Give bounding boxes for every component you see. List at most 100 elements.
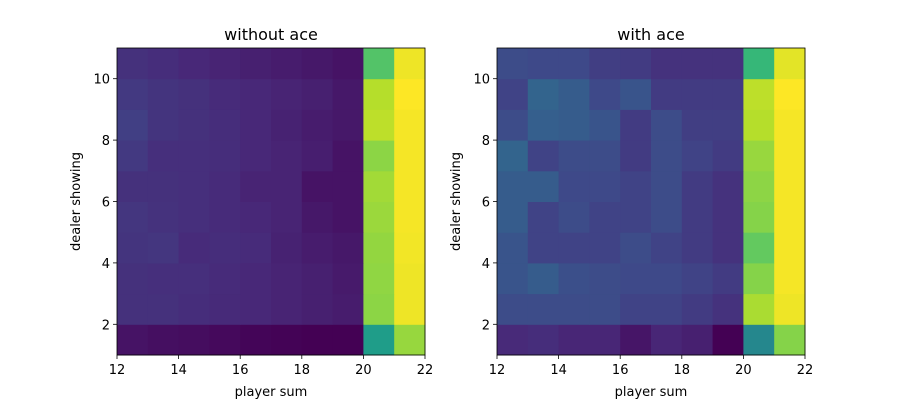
heat-cell	[497, 262, 529, 295]
heat-cell	[271, 324, 303, 356]
heat-cell	[527, 324, 560, 356]
heat-cell	[178, 140, 210, 172]
heat-cell	[712, 262, 744, 295]
heat-cell	[712, 170, 744, 202]
heat-cell	[681, 293, 714, 325]
chart-title: without ace	[224, 25, 318, 44]
heat-cell	[651, 78, 683, 110]
heat-cell	[558, 201, 590, 233]
x-axis-label: player sum	[615, 385, 688, 400]
heat-cell	[363, 232, 395, 264]
heat-cell	[558, 170, 590, 202]
heat-cell	[620, 262, 652, 295]
y-tick-label: 4	[102, 257, 110, 272]
heat-cell	[743, 78, 775, 110]
heat-cell	[147, 324, 180, 356]
heat-cell	[301, 232, 334, 264]
heat-cell	[774, 232, 806, 264]
heat-cell	[651, 201, 683, 233]
heat-cell	[712, 324, 744, 356]
heat-cell	[332, 78, 364, 110]
heat-cell	[332, 109, 364, 141]
heat-cell	[712, 48, 744, 80]
heat-cell	[651, 262, 683, 295]
y-tick-label: 10	[93, 73, 110, 88]
heat-cell	[774, 78, 806, 110]
heat-cell	[774, 170, 806, 202]
heat-cell	[589, 48, 621, 80]
heat-cell	[620, 140, 652, 172]
heat-cell	[147, 78, 180, 110]
heat-cell	[301, 262, 334, 295]
heat-cell	[209, 78, 241, 110]
heat-cell	[394, 48, 426, 80]
heat-cell	[301, 293, 334, 325]
heat-cell	[712, 293, 744, 325]
heat-cell	[774, 109, 806, 141]
heat-cell	[332, 201, 364, 233]
heat-cell	[271, 293, 303, 325]
heat-cell	[589, 262, 621, 295]
heat-cell	[774, 140, 806, 172]
heat-cell	[743, 48, 775, 80]
heat-cell	[527, 201, 560, 233]
heat-cell	[301, 201, 334, 233]
heat-cell	[527, 170, 560, 202]
heat-cell	[620, 78, 652, 110]
heat-cell	[743, 262, 775, 295]
heat-cell	[620, 48, 652, 80]
x-tick-label: 14	[550, 363, 567, 378]
heat-cell	[117, 140, 149, 172]
y-tick-label: 2	[102, 318, 110, 333]
heat-cell	[743, 324, 775, 356]
heat-cell	[527, 78, 560, 110]
heat-cell	[209, 140, 241, 172]
heat-cell	[363, 140, 395, 172]
heat-cell	[527, 109, 560, 141]
heat-cell	[301, 109, 334, 141]
heat-cell	[527, 140, 560, 172]
heat-cell	[620, 109, 652, 141]
heat-cell	[363, 293, 395, 325]
heat-cell	[147, 170, 180, 202]
heat-cell	[178, 232, 210, 264]
x-tick-label: 18	[674, 363, 691, 378]
heat-cell	[394, 170, 426, 202]
heat-cell	[209, 201, 241, 233]
heat-cell	[240, 232, 272, 264]
heat-cell	[651, 324, 683, 356]
heat-cell	[363, 78, 395, 110]
heat-cell	[743, 201, 775, 233]
heat-cell	[558, 232, 590, 264]
heat-cell	[147, 232, 180, 264]
heat-cell	[527, 232, 560, 264]
heat-cell	[394, 78, 426, 110]
heat-cell	[589, 140, 621, 172]
heat-cell	[681, 201, 714, 233]
heat-cell	[394, 262, 426, 295]
heat-cell	[117, 201, 149, 233]
heat-cell	[271, 109, 303, 141]
heat-cell	[620, 170, 652, 202]
heat-cell	[527, 48, 560, 80]
heat-cell	[558, 324, 590, 356]
heat-cell	[209, 293, 241, 325]
heat-cell	[681, 109, 714, 141]
heat-cell	[363, 109, 395, 141]
heat-cell	[558, 48, 590, 80]
heat-cell	[651, 232, 683, 264]
heat-cell	[240, 201, 272, 233]
x-tick-label: 16	[612, 363, 629, 378]
y-tick-label: 4	[482, 257, 490, 272]
x-tick-label: 14	[170, 363, 187, 378]
heat-cell	[743, 170, 775, 202]
heat-cell	[332, 262, 364, 295]
heat-cell	[240, 262, 272, 295]
heat-cell	[774, 48, 806, 80]
heat-cell	[240, 109, 272, 141]
heat-cell	[301, 324, 334, 356]
heat-cell	[394, 293, 426, 325]
x-tick-label: 22	[797, 363, 814, 378]
y-tick-label: 6	[102, 196, 110, 211]
